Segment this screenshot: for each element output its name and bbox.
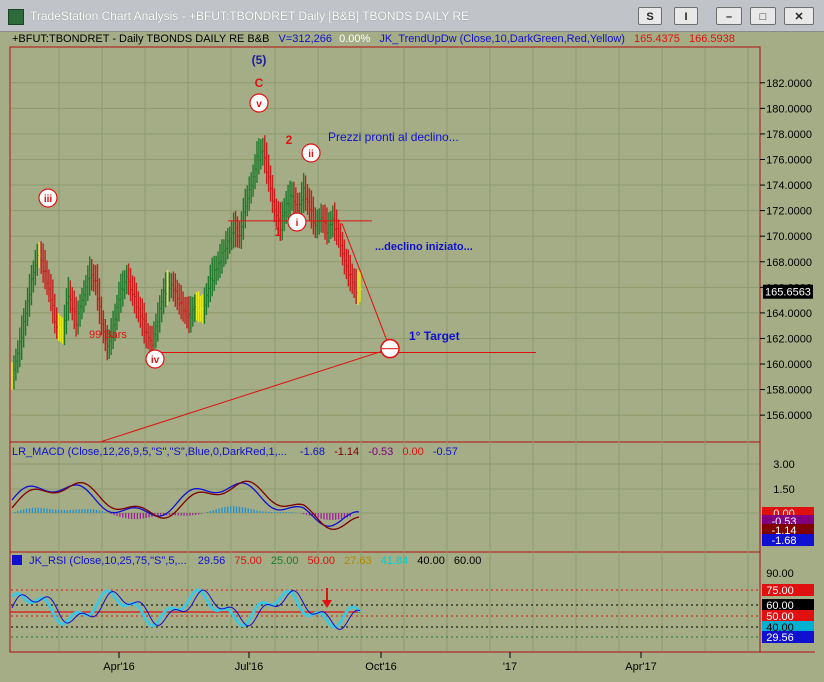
price-bars [11, 135, 362, 390]
macd-axis-label: 3.00 [773, 459, 794, 471]
indicator-button[interactable]: I [674, 7, 698, 25]
projection-line [341, 223, 391, 349]
x-tick-label: '17 [503, 661, 517, 673]
rsi-axis-label: 90.00 [766, 568, 794, 580]
wave-1-label: 1 [275, 225, 282, 239]
wave-5-label: (5) [252, 53, 267, 67]
macd-value-3: -0.53 [368, 446, 394, 458]
rsi-value-7: 40.00 [417, 555, 445, 567]
bars-count-label: 99 Bars [89, 329, 127, 341]
wave-c-label: C [255, 76, 264, 90]
wave-ii-label-circle [301, 143, 321, 163]
rsi-axis-box [762, 610, 814, 622]
rsi-value-4: 50.00 [307, 555, 336, 567]
minimize-button[interactable]: – [716, 7, 742, 25]
x-tick-label: Jul'16 [235, 661, 263, 673]
price-header: +BFUT:TBONDRET - Daily TBONDS DAILY RE B… [12, 33, 735, 45]
rsi-axis-box [762, 631, 814, 643]
y-tick-label: 160.0000 [766, 359, 812, 371]
wave-i-label: i [296, 218, 299, 229]
y-tick-label: 168.0000 [766, 257, 812, 269]
wave-iii-label-circle [38, 188, 58, 208]
rising-trend-line [99, 348, 391, 443]
title-bar: TradeStation Chart Analysis - +BFUT:TBON… [0, 0, 824, 32]
close-button[interactable]: ✕ [784, 7, 814, 25]
rsi-axis-label: 29.56 [766, 632, 794, 644]
y-tick-label: 156.0000 [766, 410, 812, 422]
y-tick-label: 170.0000 [766, 231, 812, 243]
chart-canvas[interactable]: 156.0000 158.0000 160.0000 162.0000 164.0000… [0, 32, 824, 682]
rsi-line [11, 589, 361, 630]
indicator-value-2: 166.5938 [688, 33, 735, 45]
y-tick-label: 172.0000 [766, 206, 812, 218]
rsi-value-2: 75.00 [234, 555, 262, 567]
macd-signal-line [11, 480, 360, 531]
wave-v-label-circle [249, 93, 269, 113]
y-tick-label: 180.0000 [766, 103, 812, 115]
wave-iii-label: iii [44, 194, 53, 205]
rsi-axis-box [762, 584, 814, 596]
wave-i-label-circle [287, 212, 307, 232]
declino-annotation: ...declino iniziato... [375, 241, 473, 253]
macd-header: LR_MACD (Close,12,26,9,5,"S","S",Blue,0,… [12, 446, 458, 458]
macd-value-4: 0.00 [402, 446, 424, 458]
rsi-axis-box [762, 621, 814, 633]
macd-value-2: -1.14 [334, 446, 360, 458]
maximize-button[interactable]: □ [750, 7, 776, 25]
prezzi-annotation: Prezzi pronti al declino... [328, 130, 459, 144]
rsi-value-8: 60.00 [453, 555, 482, 567]
x-tick-label: Apr'16 [103, 661, 134, 673]
symbol-button[interactable]: S [638, 7, 662, 25]
app-icon [8, 9, 24, 25]
wave-2-label: 2 [286, 133, 293, 147]
chart-area[interactable]: 156.0000 158.0000 160.0000 162.0000 164.0000… [0, 32, 824, 682]
wave-iv-label: iv [151, 355, 160, 366]
current-price-box [763, 284, 813, 299]
macd-value-5: -0.57 [432, 446, 458, 458]
rsi-value-6: 41.84 [380, 555, 409, 567]
change-label: 0.00% [339, 33, 371, 45]
volume-label: V=312,266 [278, 33, 333, 45]
rsi-value-3: 25.00 [270, 555, 299, 567]
y-tick-label: 162.0000 [766, 333, 812, 345]
rsi-axis-label: 75.00 [766, 585, 794, 597]
y-tick-label: 178.0000 [766, 129, 812, 141]
wave-ii-label: ii [308, 149, 314, 160]
indicator-label: JK_TrendUpDw (Close,10,DarkGreen,Red,Yel… [379, 33, 625, 45]
rsi-axis-label: 50.00 [766, 611, 794, 623]
rsi-value-5: 27.63 [344, 555, 372, 567]
rsi-axis-box [762, 599, 814, 611]
macd-panel-frame [9, 441, 761, 553]
rsi-marker [12, 555, 22, 565]
symbol-label: +BFUT:TBONDRET - Daily TBONDS DAILY RE B… [12, 33, 270, 45]
x-tick-label: Oct'16 [365, 661, 396, 673]
x-tick-label: Apr'17 [625, 661, 656, 673]
macd-axis-label: -1.68 [771, 535, 796, 547]
rsi-smooth-line [10, 588, 362, 629]
y-tick-label: 176.0000 [766, 154, 812, 166]
rsi-arrowhead-icon [322, 600, 332, 608]
current-price-label: 165.6563 [765, 287, 811, 299]
y-tick-label: 158.0000 [766, 385, 812, 397]
rsi-header: JK_RSI (Close,10,25,75,"S",5,... 29.56 7… [12, 555, 481, 567]
wave-iv-label-circle [145, 349, 165, 369]
y-tick-label: 174.0000 [766, 180, 812, 192]
macd-axis-box [762, 534, 814, 546]
indicator-value-1: 165.4375 [634, 33, 680, 45]
wave-v-label: v [256, 99, 262, 110]
macd-value-1: -1.68 [299, 446, 325, 458]
rsi-axis-label: 60.00 [766, 600, 794, 612]
rsi-label: JK_RSI (Close,10,25,75,"S",5,... [29, 555, 187, 567]
target-annotation: 1° Target [409, 329, 460, 343]
window-title: TradeStation Chart Analysis - +BFUT:TBON… [30, 9, 470, 23]
macd-label: LR_MACD (Close,12,26,9,5,"S","S",Blue,0,… [12, 446, 287, 458]
y-tick-label: 182.0000 [766, 78, 812, 90]
rsi-value-1: 29.56 [197, 555, 226, 567]
macd-axis-box [762, 524, 814, 536]
y-tick-label: 164.0000 [766, 308, 812, 320]
macd-axis-label: 1.50 [773, 484, 794, 496]
